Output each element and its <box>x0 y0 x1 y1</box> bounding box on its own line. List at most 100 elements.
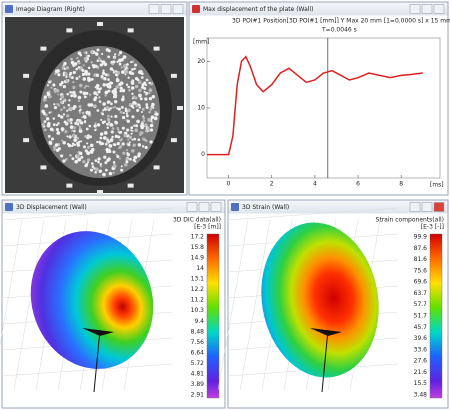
speckle <box>113 57 116 60</box>
grid-3d <box>1 207 173 221</box>
contour-map <box>30 231 154 369</box>
speckle <box>96 93 99 96</box>
speckle <box>84 164 88 168</box>
speckle <box>130 86 135 90</box>
speckle <box>119 145 123 149</box>
window-button[interactable] <box>186 202 198 212</box>
legend-label: 17.2 <box>191 234 205 241</box>
speckle <box>90 143 94 148</box>
title-bar <box>228 200 448 214</box>
window-button[interactable] <box>409 4 421 14</box>
speckle <box>141 83 145 87</box>
speckle <box>46 84 50 87</box>
speckle <box>99 87 103 90</box>
speckle <box>76 154 80 158</box>
speckle <box>153 116 158 121</box>
speckle <box>86 142 89 145</box>
speckle <box>104 90 109 95</box>
speckle <box>90 147 95 152</box>
speckle <box>126 152 130 157</box>
speckle <box>73 129 76 133</box>
speckle <box>120 66 123 69</box>
speckle <box>84 149 88 153</box>
speckle <box>60 115 64 119</box>
speckle <box>86 145 91 149</box>
window-button[interactable] <box>421 4 433 14</box>
speckle <box>140 110 143 114</box>
speckle <box>125 157 129 162</box>
legend-label: 3.89 <box>191 381 205 388</box>
speckle <box>145 105 149 109</box>
speckle <box>75 77 79 81</box>
window-button[interactable] <box>160 4 172 14</box>
window-button[interactable] <box>421 202 433 212</box>
speckle <box>98 96 101 99</box>
speckle <box>71 144 74 148</box>
speckle <box>56 102 59 106</box>
window-button[interactable] <box>409 202 421 212</box>
window-button[interactable] <box>172 4 184 14</box>
speckle <box>44 104 49 108</box>
marker <box>127 183 134 188</box>
speckle <box>79 53 83 57</box>
marker <box>153 46 160 51</box>
speckle <box>148 110 151 114</box>
speckle <box>72 126 76 130</box>
speckle <box>96 109 100 112</box>
title-bar <box>2 2 187 16</box>
speckle <box>99 136 103 140</box>
legend-label: 14.9 <box>191 255 205 262</box>
speckle <box>64 72 68 76</box>
speckle <box>110 130 114 134</box>
speckle <box>94 129 97 132</box>
marker <box>17 106 23 110</box>
speckle <box>146 126 150 130</box>
colorbar <box>429 233 443 399</box>
speckle <box>134 128 139 133</box>
x-unit: [ms] <box>430 182 444 189</box>
speckle <box>137 138 141 142</box>
marker <box>40 165 47 170</box>
speckle <box>122 151 126 155</box>
window-button[interactable] <box>433 202 445 212</box>
speckle <box>86 134 90 138</box>
speckle <box>60 108 63 112</box>
speckle <box>89 135 92 139</box>
marker <box>66 28 73 33</box>
marker <box>127 28 134 33</box>
speckle <box>131 68 134 71</box>
speckle <box>112 150 116 154</box>
speckle <box>111 135 114 139</box>
legend-label: 15.5 <box>414 380 428 387</box>
speckle <box>138 70 142 75</box>
speckle <box>130 129 133 132</box>
speckle <box>117 53 121 56</box>
speckle <box>61 129 64 132</box>
window-button[interactable] <box>148 4 160 14</box>
speckle <box>123 133 127 138</box>
speckle <box>62 84 66 89</box>
speckle <box>65 79 69 83</box>
legend-label: 5.72 <box>191 360 205 367</box>
speckle <box>85 127 89 131</box>
speckle <box>114 134 118 138</box>
speckle <box>149 107 153 111</box>
speckle <box>57 73 61 77</box>
speckle <box>48 140 53 145</box>
speckle <box>93 104 97 108</box>
speckle <box>82 145 87 149</box>
speckle <box>101 52 104 56</box>
window-button[interactable] <box>210 202 222 212</box>
speckle <box>96 48 100 52</box>
window-button[interactable] <box>198 202 210 212</box>
speckle <box>74 159 79 164</box>
speckle <box>95 73 100 77</box>
speckle <box>62 113 66 116</box>
speckle <box>83 51 87 54</box>
speckle <box>45 117 50 121</box>
speckle <box>120 82 123 86</box>
speckle <box>71 157 75 161</box>
speckle <box>49 127 54 131</box>
window-button[interactable] <box>433 4 445 14</box>
probe <box>93 329 101 393</box>
